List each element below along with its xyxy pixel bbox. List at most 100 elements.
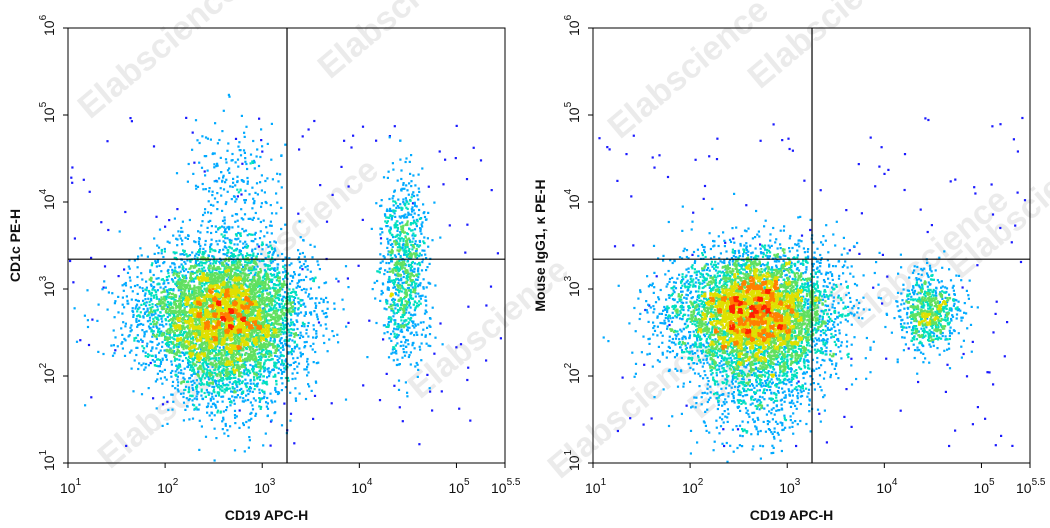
event-dot [146, 320, 149, 323]
event-dot [165, 348, 168, 352]
event-dot [421, 167, 424, 170]
event-dot [180, 279, 183, 282]
event-dot [411, 210, 414, 213]
event-dot [181, 230, 184, 233]
event-dot [239, 188, 242, 191]
event-dot [409, 223, 412, 226]
event-dot [412, 244, 415, 247]
event-dot [210, 243, 213, 246]
event-dot [402, 201, 405, 204]
event-dot [163, 368, 166, 371]
event-dot [200, 377, 203, 380]
event-dot [191, 386, 194, 390]
event-dot [395, 277, 398, 280]
event-dot [304, 291, 307, 294]
event-dot [243, 199, 246, 202]
event-dot [159, 315, 162, 318]
event-dot [156, 289, 159, 292]
event-dot [398, 259, 401, 262]
event-dot [286, 292, 289, 295]
event-dot [282, 328, 286, 331]
event-dot [282, 354, 285, 358]
event-dot [266, 396, 269, 400]
event-dot [193, 240, 196, 243]
event-dot [236, 385, 239, 388]
event-dot [222, 248, 225, 251]
event-dot [222, 240, 225, 243]
event-dot [226, 226, 229, 229]
event-dot [155, 297, 158, 300]
event-dot [171, 384, 174, 388]
event-dot [264, 432, 267, 435]
event-dot [145, 310, 148, 313]
event-dot [221, 400, 224, 403]
event-dot [209, 248, 212, 251]
event-dot [165, 295, 168, 299]
event-dot [230, 198, 233, 201]
event-dot [282, 295, 285, 298]
event-dot [136, 275, 139, 279]
event-dot [177, 278, 180, 282]
event-dot [225, 409, 228, 412]
event-dot [225, 383, 228, 386]
event-dot [274, 289, 277, 292]
event-dot [197, 391, 200, 394]
event-dot [199, 272, 202, 275]
event-dot [222, 347, 225, 350]
event-dot [276, 345, 279, 348]
event-dot [410, 261, 413, 264]
event-dot [183, 260, 186, 263]
event-dot [128, 267, 131, 270]
event-dot [189, 267, 192, 270]
event-dot [315, 335, 318, 338]
event-dot [267, 342, 271, 345]
event-dot [407, 343, 410, 346]
event-dot [215, 269, 218, 272]
event-dot [325, 312, 328, 315]
event-dot [211, 381, 215, 384]
event-dot [142, 350, 145, 353]
event-dot [126, 299, 129, 302]
event-dot [401, 215, 404, 218]
event-dot [129, 117, 132, 120]
event-dot [293, 347, 296, 350]
event-dot [422, 278, 425, 281]
event-dot [142, 362, 145, 365]
event-dot [426, 266, 429, 269]
event-dot [203, 155, 206, 158]
event-dot [237, 231, 240, 235]
event-dot [130, 367, 133, 370]
event-dot [400, 247, 403, 250]
event-dot [228, 167, 231, 170]
event-dot [193, 363, 197, 366]
event-dot [116, 345, 119, 348]
event-dot [276, 254, 280, 257]
event-dot [207, 376, 210, 379]
event-dot [396, 308, 400, 312]
event-dot [271, 248, 274, 251]
event-dot [413, 347, 416, 350]
event-dot [267, 322, 270, 325]
event-dot [247, 419, 250, 422]
event-dot [128, 259, 131, 262]
event-dot [222, 174, 225, 177]
event-dot [257, 359, 260, 362]
event-dot [438, 150, 441, 153]
event-dot [415, 222, 418, 226]
event-dot [405, 216, 408, 219]
event-dot [395, 349, 398, 352]
event-dot [288, 331, 291, 334]
event-dot [259, 397, 262, 400]
event-dot [297, 308, 300, 311]
event-dot [172, 289, 175, 292]
event-dot [193, 161, 196, 164]
event-dot [379, 233, 382, 236]
event-dot [211, 194, 214, 197]
event-dot [251, 248, 254, 251]
event-dot [182, 419, 185, 422]
event-dot [427, 245, 430, 248]
event-dot [278, 357, 281, 360]
event-dot [258, 391, 261, 394]
event-dot [275, 284, 278, 287]
event-dot [193, 271, 196, 275]
